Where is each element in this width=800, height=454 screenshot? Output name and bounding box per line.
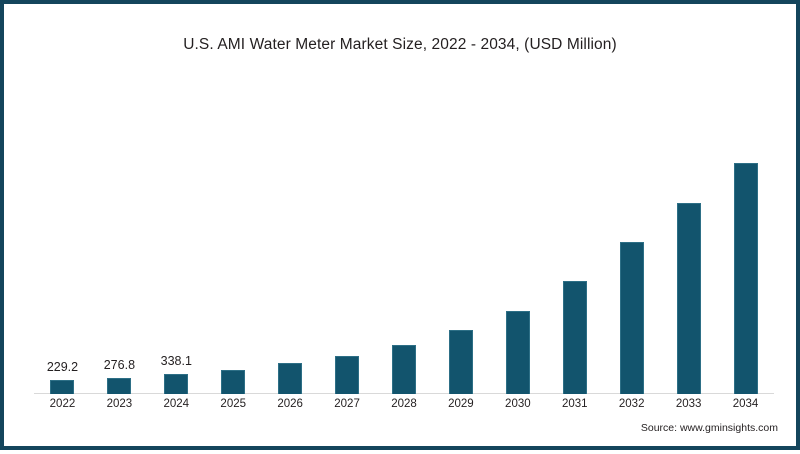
bar-2030[interactable] bbox=[505, 311, 530, 394]
source-note: Source: www.gminsights.com bbox=[640, 422, 778, 434]
bar-2022[interactable] bbox=[50, 380, 75, 394]
x-tick-label-2033: 2033 bbox=[675, 398, 702, 410]
bar-2029[interactable] bbox=[448, 330, 473, 394]
bar-slot bbox=[320, 74, 374, 394]
plot-area: 229.2 276.8 338.1 bbox=[34, 74, 774, 394]
bar-2023[interactable] bbox=[107, 377, 132, 394]
bar-2025[interactable] bbox=[221, 370, 246, 394]
x-tick-label-2022: 2022 bbox=[49, 398, 76, 410]
bar-slot bbox=[548, 74, 602, 394]
x-tick-label-2025: 2025 bbox=[220, 398, 247, 410]
bar-slot: 229.2 bbox=[35, 74, 89, 394]
bar-value-label-2024: 338.1 bbox=[160, 353, 192, 368]
x-tick-label-2023: 2023 bbox=[106, 398, 133, 410]
x-tick-label-2024: 2024 bbox=[163, 398, 190, 410]
bar-slot: 338.1 bbox=[149, 74, 203, 394]
bar-slot bbox=[377, 74, 431, 394]
bar-slot bbox=[263, 74, 317, 394]
x-tick-label-2031: 2031 bbox=[561, 398, 588, 410]
chart-title: U.S. AMI Water Meter Market Size, 2022 -… bbox=[183, 36, 617, 53]
bar-slot: 276.8 bbox=[92, 74, 146, 394]
bar-slot bbox=[491, 74, 545, 394]
bar-2026[interactable] bbox=[278, 363, 303, 394]
bar-slot bbox=[605, 74, 659, 394]
x-tick-label-2026: 2026 bbox=[277, 398, 303, 410]
x-tick-label-2029: 2029 bbox=[448, 398, 474, 410]
bar-2034[interactable] bbox=[733, 162, 758, 394]
x-tick-label-2032: 2032 bbox=[618, 398, 645, 410]
bar-2027[interactable] bbox=[335, 356, 360, 394]
bar-2024[interactable] bbox=[164, 373, 189, 394]
bar-slot bbox=[434, 74, 488, 394]
bar-value-label-2023: 276.8 bbox=[103, 357, 136, 372]
x-tick-label-2034: 2034 bbox=[732, 398, 759, 410]
bar-slot bbox=[662, 74, 716, 394]
bar-value-label-2022: 229.2 bbox=[46, 360, 79, 375]
bar-2031[interactable] bbox=[562, 280, 587, 394]
bar-2032[interactable] bbox=[619, 242, 644, 394]
bar-2033[interactable] bbox=[676, 203, 701, 394]
chart-canvas: U.S. AMI Water Meter Market Size, 2022 -… bbox=[4, 4, 796, 446]
x-tick-label-2028: 2028 bbox=[391, 398, 417, 410]
bar-2028[interactable] bbox=[392, 344, 416, 394]
x-tick-label-2030: 2030 bbox=[505, 398, 531, 410]
x-tick-label-2027: 2027 bbox=[334, 398, 360, 410]
bar-slot bbox=[206, 74, 260, 394]
bar-slot bbox=[719, 74, 773, 394]
